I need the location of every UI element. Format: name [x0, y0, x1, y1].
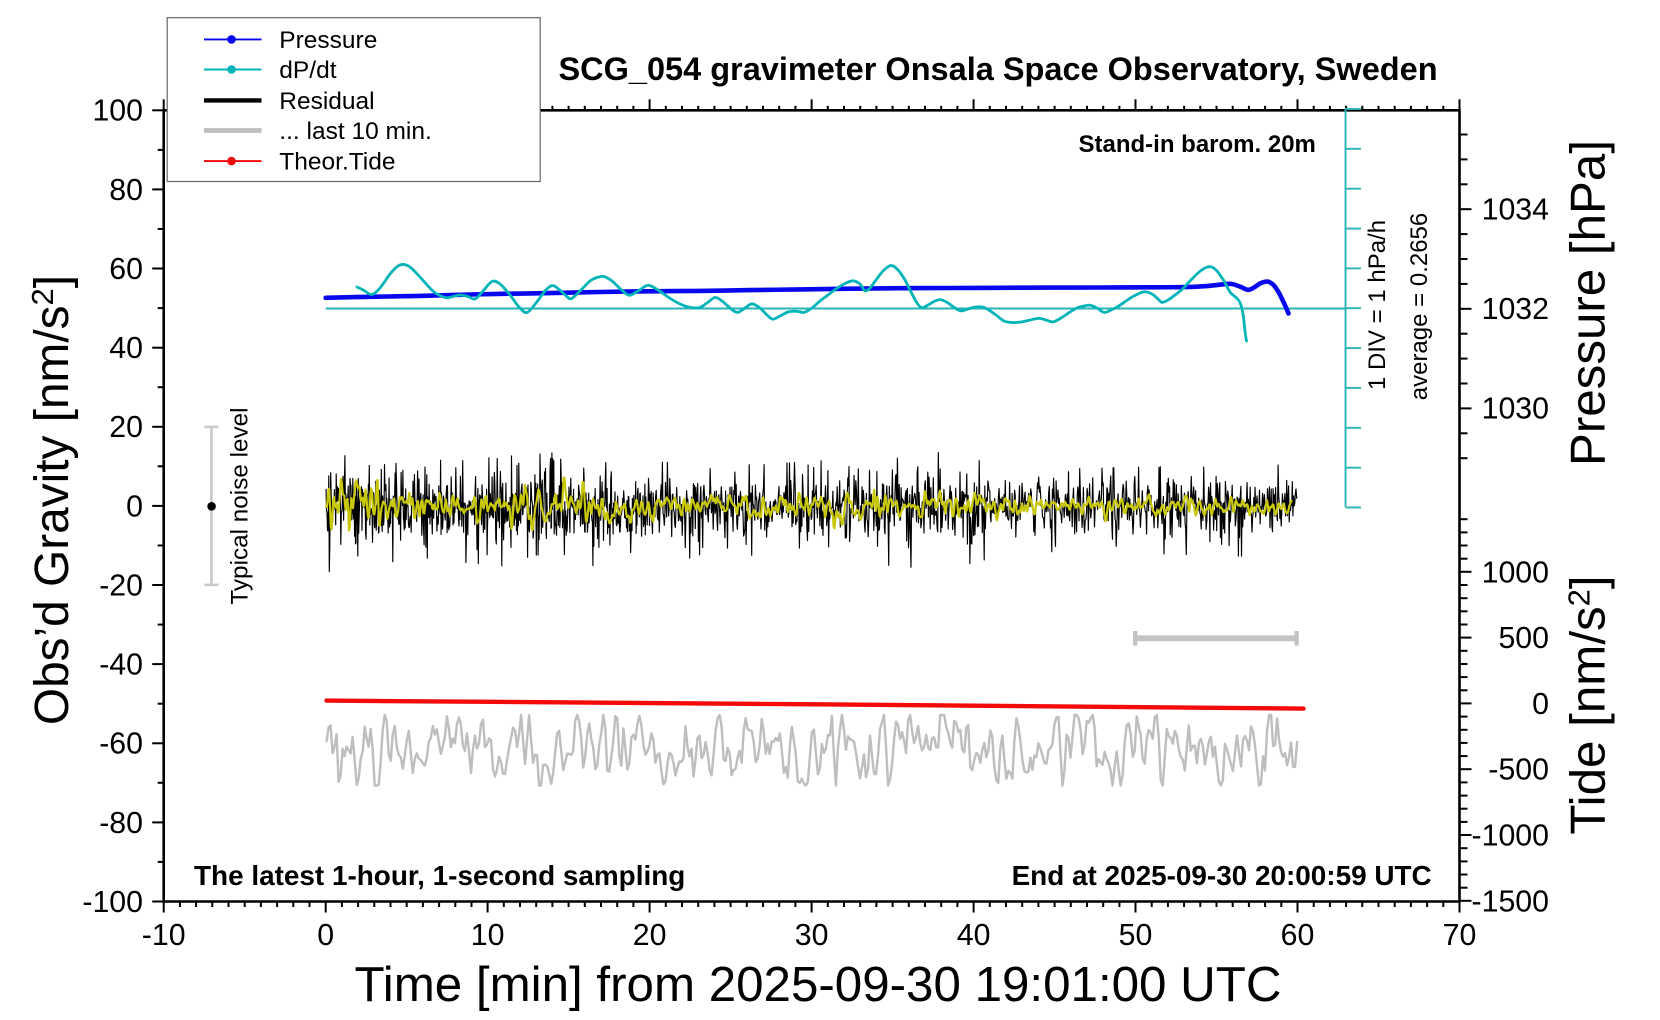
svg-text:1000: 1000 [1482, 556, 1549, 589]
svg-text:50: 50 [1119, 919, 1153, 952]
svg-text:0: 0 [317, 919, 334, 952]
svg-text:Time [min] from 2025-09-30 19:: Time [min] from 2025-09-30 19:01:00 UTC [355, 957, 1282, 1012]
svg-text:dP/dt: dP/dt [279, 57, 336, 84]
svg-text:-20: -20 [99, 569, 143, 602]
svg-text:... last 10 min.: ... last 10 min. [279, 118, 432, 145]
svg-text:SCG_054 gravimeter Onsala Spac: SCG_054 gravimeter Onsala Space Observat… [558, 51, 1437, 87]
svg-text:100: 100 [92, 95, 143, 128]
svg-text:30: 30 [795, 919, 829, 952]
svg-text:-80: -80 [99, 807, 143, 840]
svg-text:0: 0 [1532, 688, 1549, 721]
svg-text:20: 20 [109, 411, 143, 444]
svg-text:-1000: -1000 [1472, 820, 1550, 853]
svg-text:Stand-in barom. 20m: Stand-in barom. 20m [1079, 131, 1316, 158]
svg-text:40: 40 [109, 332, 143, 365]
svg-text:1032: 1032 [1482, 293, 1549, 326]
svg-text:Pressure [hPa]: Pressure [hPa] [1561, 140, 1616, 466]
svg-text:1030: 1030 [1482, 393, 1549, 426]
svg-text:-100: -100 [82, 886, 143, 919]
svg-text:average = 0.2656: average = 0.2656 [1406, 213, 1433, 401]
svg-text:70: 70 [1443, 919, 1477, 952]
svg-text:Obs’d Gravity [nm/s2]: Obs’d Gravity [nm/s2] [25, 275, 79, 725]
svg-text:-1500: -1500 [1472, 885, 1550, 918]
svg-text:Pressure: Pressure [279, 27, 377, 54]
svg-text:80: 80 [109, 174, 143, 207]
svg-text:1 DIV = 1 hPa/h: 1 DIV = 1 hPa/h [1364, 220, 1391, 390]
svg-text:20: 20 [633, 919, 667, 952]
svg-text:10: 10 [471, 919, 505, 952]
svg-text:Residual: Residual [279, 88, 374, 115]
svg-text:-10: -10 [142, 919, 186, 952]
svg-text:Tide [nm/s2]: Tide [nm/s2] [1561, 575, 1616, 834]
svg-text:The latest 1-hour, 1-second sa: The latest 1-hour, 1-second sampling [194, 860, 685, 891]
svg-text:-500: -500 [1488, 754, 1549, 787]
svg-text:-60: -60 [99, 728, 143, 761]
svg-text:40: 40 [957, 919, 991, 952]
svg-text:Theor.Tide: Theor.Tide [279, 149, 395, 176]
svg-text:1034: 1034 [1482, 193, 1549, 226]
svg-text:Typical noise level: Typical noise level [227, 407, 254, 604]
svg-text:End at 2025-09-30 20:00:59 UTC: End at 2025-09-30 20:00:59 UTC [1012, 860, 1432, 891]
svg-text:60: 60 [1281, 919, 1315, 952]
svg-text:0: 0 [126, 490, 143, 523]
svg-text:500: 500 [1498, 622, 1549, 655]
svg-text:-40: -40 [99, 649, 143, 682]
svg-text:60: 60 [109, 253, 143, 286]
